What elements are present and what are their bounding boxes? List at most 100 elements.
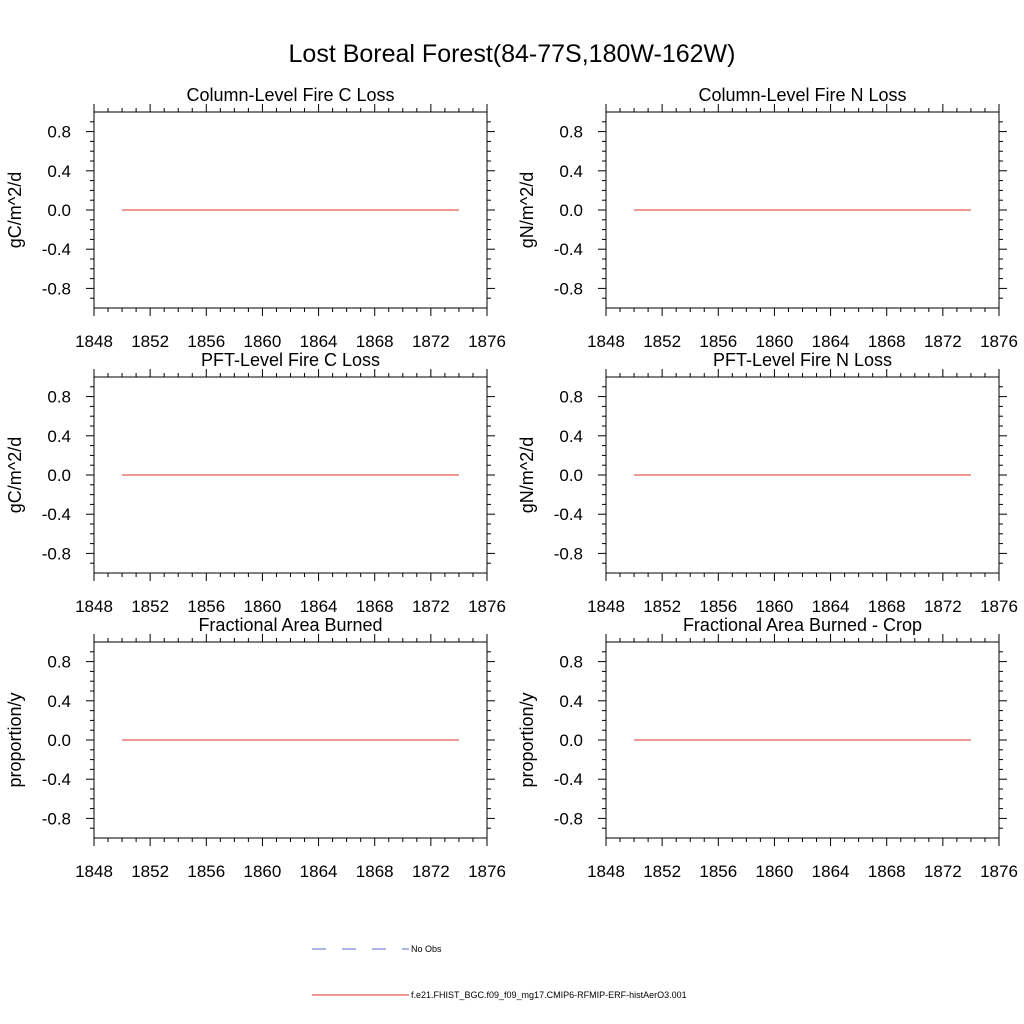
x-tick-label: 1868 <box>868 332 906 351</box>
x-tick-label: 1848 <box>75 862 113 881</box>
y-tick-label: 0.8 <box>559 653 583 672</box>
y-tick-label: 0.4 <box>47 427 71 446</box>
y-tick-label: -0.8 <box>554 809 583 828</box>
panel-title: PFT-Level Fire C Loss <box>201 350 380 370</box>
x-tick-label: 1868 <box>356 597 394 616</box>
x-tick-label: 1848 <box>75 332 113 351</box>
chart-panel-4: PFT-Level Fire N Loss gN/m^2/d 1848 1852 185… <box>517 350 1018 616</box>
y-tick-label: -0.8 <box>554 279 583 298</box>
y-tick-label: 0.0 <box>559 466 583 485</box>
x-tick-label: 1876 <box>980 597 1018 616</box>
x-tick-label: 1872 <box>924 332 962 351</box>
x-tick-label: 1852 <box>643 597 681 616</box>
y-tick-label: -0.8 <box>42 279 71 298</box>
x-tick-label: 1860 <box>244 862 282 881</box>
x-tick-label: 1860 <box>244 597 282 616</box>
y-tick-label: -0.8 <box>42 544 71 563</box>
x-tick-label: 1876 <box>468 332 506 351</box>
y-tick-label: 0.8 <box>559 388 583 407</box>
legend: No Obs f.e21.FHIST_BGC.f09_f09_mg17.CMIP… <box>312 944 687 1000</box>
y-axis-label: proportion/y <box>5 692 25 787</box>
x-tick-label: 1856 <box>187 862 225 881</box>
x-tick-label: 1860 <box>244 332 282 351</box>
x-tick-label: 1872 <box>412 597 450 616</box>
y-tick-label: 0.0 <box>47 731 71 750</box>
x-tick-label: 1852 <box>131 597 169 616</box>
panel-title: PFT-Level Fire N Loss <box>713 350 892 370</box>
chart-panel-1: Column-Level Fire C Loss gC/m^2/d 1848 1852… <box>5 85 506 351</box>
panel-title: Fractional Area Burned - Crop <box>683 615 922 635</box>
x-tick-label: 1876 <box>468 597 506 616</box>
y-tick-label: 0.0 <box>559 201 583 220</box>
y-tick-label: -0.8 <box>554 544 583 563</box>
x-tick-label: 1848 <box>75 597 113 616</box>
x-tick-label: 1864 <box>300 862 338 881</box>
x-tick-label: 1856 <box>187 597 225 616</box>
x-tick-label: 1868 <box>868 597 906 616</box>
y-tick-label: -0.8 <box>42 809 71 828</box>
x-tick-label: 1876 <box>980 862 1018 881</box>
y-tick-label: 0.0 <box>47 201 71 220</box>
x-tick-label: 1876 <box>468 862 506 881</box>
x-tick-label: 1848 <box>587 862 625 881</box>
y-tick-label: -0.4 <box>554 770 583 789</box>
legend-label-model: f.e21.FHIST_BGC.f09_f09_mg17.CMIP6-RFMIP… <box>411 990 687 1000</box>
y-tick-label: 0.4 <box>47 692 71 711</box>
y-tick-label: 0.4 <box>559 427 583 446</box>
x-tick-label: 1864 <box>300 597 338 616</box>
x-tick-label: 1848 <box>587 332 625 351</box>
chart-panel-6: Fractional Area Burned - Crop proportion/… <box>517 615 1018 881</box>
x-tick-label: 1872 <box>412 862 450 881</box>
panel-title: Column-Level Fire C Loss <box>186 85 394 105</box>
y-axis-label: gC/m^2/d <box>5 437 25 513</box>
y-tick-label: 0.8 <box>47 388 71 407</box>
y-tick-label: -0.4 <box>42 240 71 259</box>
x-tick-label: 1856 <box>699 597 737 616</box>
x-tick-label: 1852 <box>131 862 169 881</box>
y-axis-label: gN/m^2/d <box>517 172 537 248</box>
x-tick-label: 1868 <box>868 862 906 881</box>
y-axis-label: proportion/y <box>517 692 537 787</box>
x-tick-label: 1868 <box>356 862 394 881</box>
x-tick-label: 1864 <box>812 862 850 881</box>
y-tick-label: 0.0 <box>47 466 71 485</box>
chart-panel-2: Column-Level Fire N Loss gN/m^2/d 1848 1852… <box>517 85 1018 351</box>
y-tick-label: -0.4 <box>554 240 583 259</box>
y-tick-label: 0.8 <box>47 653 71 672</box>
x-tick-label: 1860 <box>756 597 794 616</box>
y-tick-label: 0.4 <box>559 162 583 181</box>
x-tick-label: 1864 <box>300 332 338 351</box>
chart-panel-5: Fractional Area Burned proportion/y 1848 18… <box>5 615 506 881</box>
x-tick-label: 1856 <box>699 332 737 351</box>
panel-title: Column-Level Fire N Loss <box>698 85 906 105</box>
y-axis-label: gC/m^2/d <box>5 172 25 248</box>
x-tick-label: 1852 <box>131 332 169 351</box>
x-tick-label: 1860 <box>756 862 794 881</box>
y-tick-label: 0.4 <box>559 692 583 711</box>
y-tick-label: -0.4 <box>42 505 71 524</box>
panel-title: Fractional Area Burned <box>198 615 382 635</box>
x-tick-label: 1872 <box>924 597 962 616</box>
x-tick-label: 1848 <box>587 597 625 616</box>
x-tick-label: 1864 <box>812 597 850 616</box>
y-tick-label: 0.4 <box>47 162 71 181</box>
chart-panel-3: PFT-Level Fire C Loss gC/m^2/d 1848 1852 185… <box>5 350 506 616</box>
figure-title: Lost Boreal Forest(84-77S,180W-162W) <box>289 40 736 68</box>
y-tick-label: 0.8 <box>559 123 583 142</box>
y-tick-label: -0.4 <box>42 770 71 789</box>
x-tick-label: 1868 <box>356 332 394 351</box>
x-tick-label: 1864 <box>812 332 850 351</box>
x-tick-label: 1876 <box>980 332 1018 351</box>
legend-label-no-obs: No Obs <box>411 944 442 954</box>
y-tick-label: 0.8 <box>47 123 71 142</box>
x-tick-label: 1860 <box>756 332 794 351</box>
panel-grid: Column-Level Fire C Loss gC/m^2/d 1848 1852… <box>5 85 1018 881</box>
x-tick-label: 1856 <box>699 862 737 881</box>
x-tick-label: 1872 <box>924 862 962 881</box>
y-axis-label: gN/m^2/d <box>517 437 537 513</box>
x-tick-label: 1872 <box>412 332 450 351</box>
x-tick-label: 1852 <box>643 862 681 881</box>
y-tick-label: 0.0 <box>559 731 583 750</box>
y-tick-label: -0.4 <box>554 505 583 524</box>
